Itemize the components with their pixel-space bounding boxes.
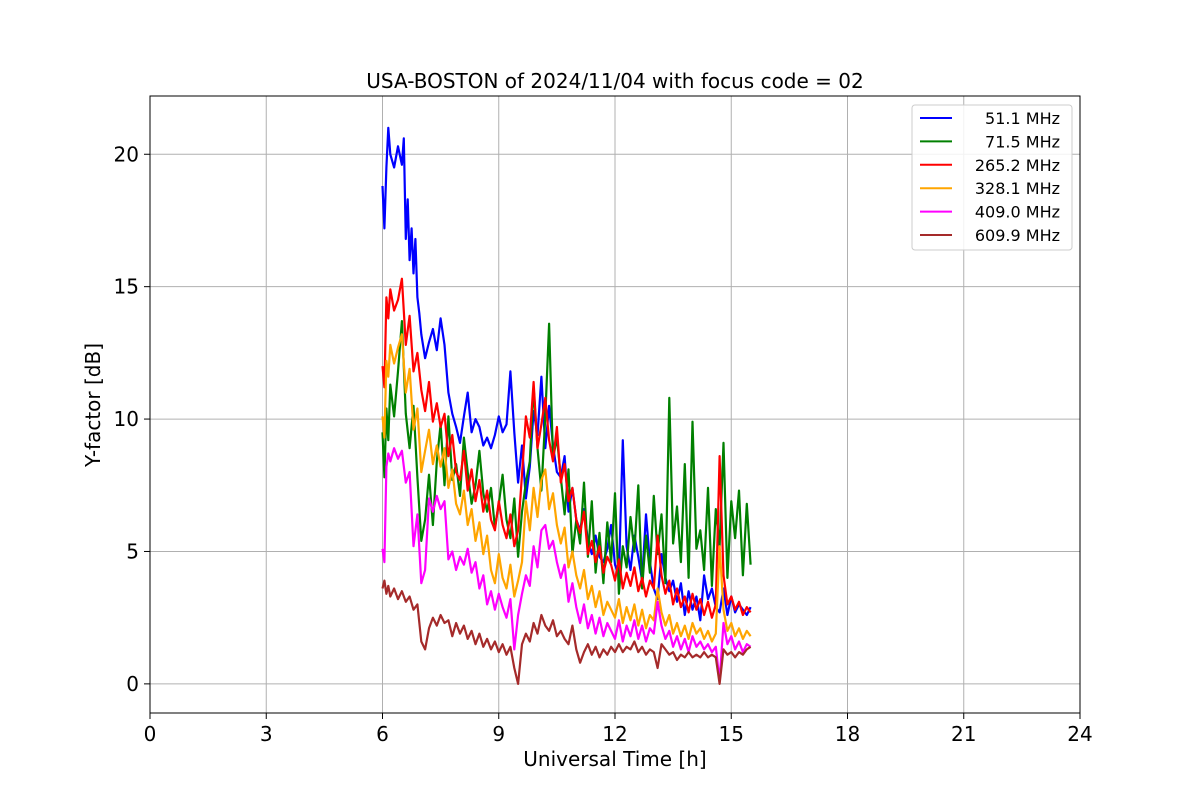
legend-label: 51.1 MHz — [985, 109, 1060, 128]
x-tick-label: 0 — [144, 722, 157, 746]
legend-label: 265.2 MHz — [975, 156, 1060, 175]
series-line-5 — [381, 579, 752, 686]
y-tick-label: 5 — [126, 539, 139, 563]
y-tick-label: 20 — [114, 142, 139, 166]
x-tick-label: 9 — [492, 722, 505, 746]
x-tick-label: 24 — [1067, 722, 1092, 746]
legend: 51.1 MHz 71.5 MHz 265.2 MHz 328.1 MHz 409.0 … — [911, 104, 1073, 251]
series-line-3 — [381, 333, 752, 643]
x-tick-label: 6 — [376, 722, 389, 746]
y-tick-label: 15 — [114, 275, 139, 299]
legend-label: 71.5 MHz — [985, 132, 1060, 151]
y-axis-label: Y-factor [dB] — [81, 343, 105, 468]
x-tick-label: 15 — [719, 722, 744, 746]
x-axis: 0 3 6 9 12 15 18 21 24 — [144, 713, 1093, 746]
series-line-2 — [381, 277, 752, 619]
legend-label: 409.0 MHz — [975, 203, 1060, 222]
series-line-4 — [381, 447, 752, 683]
legend-label: 328.1 MHz — [975, 179, 1060, 198]
y-tick-label: 10 — [114, 407, 139, 431]
x-axis-label: Universal Time [h] — [523, 747, 706, 771]
y-axis: 0 5 10 15 20 — [114, 142, 150, 696]
y-tick-label: 0 — [126, 672, 139, 696]
legend-label: 609.9 MHz — [975, 226, 1060, 245]
x-tick-label: 12 — [602, 722, 627, 746]
chart-title: USA-BOSTON of 2024/11/04 with focus code… — [366, 69, 863, 93]
x-tick-label: 18 — [835, 722, 860, 746]
x-tick-label: 21 — [951, 722, 976, 746]
plot-area — [381, 126, 752, 686]
x-tick-label: 3 — [260, 722, 273, 746]
